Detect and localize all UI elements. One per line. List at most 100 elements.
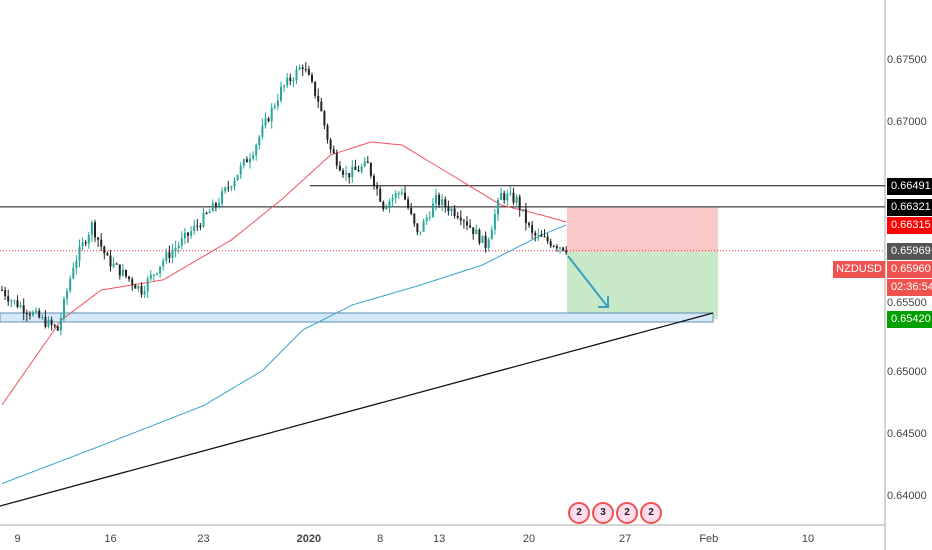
candle-body (503, 193, 506, 201)
candle-body (484, 235, 487, 249)
candle-body (84, 242, 87, 244)
candle-body (466, 221, 468, 226)
date-tick: 13 (432, 533, 446, 545)
candle-body (53, 324, 56, 327)
candle-body (469, 225, 472, 228)
economic-event-icon: 2 (616, 502, 638, 524)
candle-body (515, 196, 518, 203)
candle-body (509, 192, 512, 195)
candle-body (10, 300, 13, 302)
candle-body (549, 241, 552, 247)
price-label: 0.66321 (887, 198, 932, 216)
candle-body (478, 229, 481, 243)
candle-body (292, 79, 295, 82)
candle-body (369, 163, 372, 176)
candle-body (410, 208, 413, 214)
candle-body (1, 290, 3, 292)
date-tick: 2020 (296, 533, 322, 545)
candle-body (360, 166, 363, 172)
candle-body (264, 118, 267, 126)
candle-body (273, 105, 276, 108)
price-tick: 0.67500 (887, 54, 927, 66)
candle-body (307, 69, 310, 75)
candle-body (373, 175, 375, 187)
candle-body (385, 206, 388, 210)
candle-body (109, 255, 112, 267)
price-label: 0.65420 (887, 311, 932, 329)
candle-body (261, 125, 264, 137)
candle-body (311, 74, 313, 82)
candle-body (543, 236, 546, 238)
candle-body (137, 285, 140, 289)
candle-body (140, 285, 143, 295)
candle-body (400, 192, 403, 194)
price-tick: 0.65000 (887, 365, 927, 378)
candle-body (211, 203, 214, 212)
ma-fast-line (1, 141, 567, 406)
candle-body (90, 222, 93, 235)
candle-body (221, 191, 224, 204)
candle-body (72, 267, 75, 279)
date-tick: 8 (377, 533, 384, 545)
candle-body (521, 209, 524, 211)
candle-body (304, 69, 307, 71)
candle-body (50, 319, 53, 325)
candle-body (431, 203, 434, 218)
candle-body (106, 253, 109, 256)
candle-body (565, 250, 568, 253)
date-tick: 10 (801, 533, 815, 545)
candle-body (320, 101, 323, 112)
date-tick: Feb (699, 533, 719, 545)
candle-body (165, 252, 168, 261)
candle-body (500, 193, 503, 200)
candle-body (348, 173, 351, 178)
candle-body (103, 246, 106, 254)
candle-body (438, 194, 441, 205)
candle-body (180, 238, 183, 246)
candle-body (25, 313, 28, 315)
candle-body (428, 217, 431, 219)
direction-arrow (567, 255, 608, 307)
candle-body (472, 227, 475, 235)
candle-body (531, 225, 534, 233)
price-tick: 0.64500 (887, 427, 927, 440)
candle-body (187, 232, 189, 236)
price-tick: 0.64000 (887, 490, 927, 503)
price-tick: 0.67000 (887, 116, 927, 129)
candle-body (552, 246, 555, 248)
candle-body (168, 252, 171, 259)
date-tick: 27 (618, 533, 632, 545)
candle-body (518, 196, 521, 210)
candle-body (335, 153, 338, 166)
ma-slow-line (1, 224, 567, 485)
candle-body (242, 159, 245, 166)
candle-body (391, 197, 394, 201)
candle-body (435, 194, 437, 204)
candle-body (342, 170, 344, 175)
candle-body (407, 199, 410, 209)
candle-body (289, 77, 292, 82)
candle-body (419, 231, 422, 233)
countdown-label: 02:36:54 (887, 278, 932, 296)
candle-body (146, 278, 149, 292)
candle-body (528, 223, 530, 226)
economic-event-icon: 3 (592, 502, 614, 524)
candle-body (245, 159, 248, 163)
candle-body (13, 300, 16, 302)
candle-body (497, 199, 499, 215)
candle-body (283, 85, 286, 87)
candle-body (332, 149, 335, 154)
candle-body (202, 212, 205, 227)
candle-body (267, 118, 270, 122)
candle-body (475, 229, 478, 235)
candle-body (276, 100, 279, 106)
candle-body (524, 209, 527, 224)
candle-body (388, 200, 391, 207)
candle-body (326, 125, 329, 140)
economic-event-icon: 2 (640, 502, 662, 524)
candle-body (66, 291, 69, 299)
candle-body (249, 158, 251, 163)
candle-body (115, 263, 118, 265)
candle-body (301, 67, 304, 70)
